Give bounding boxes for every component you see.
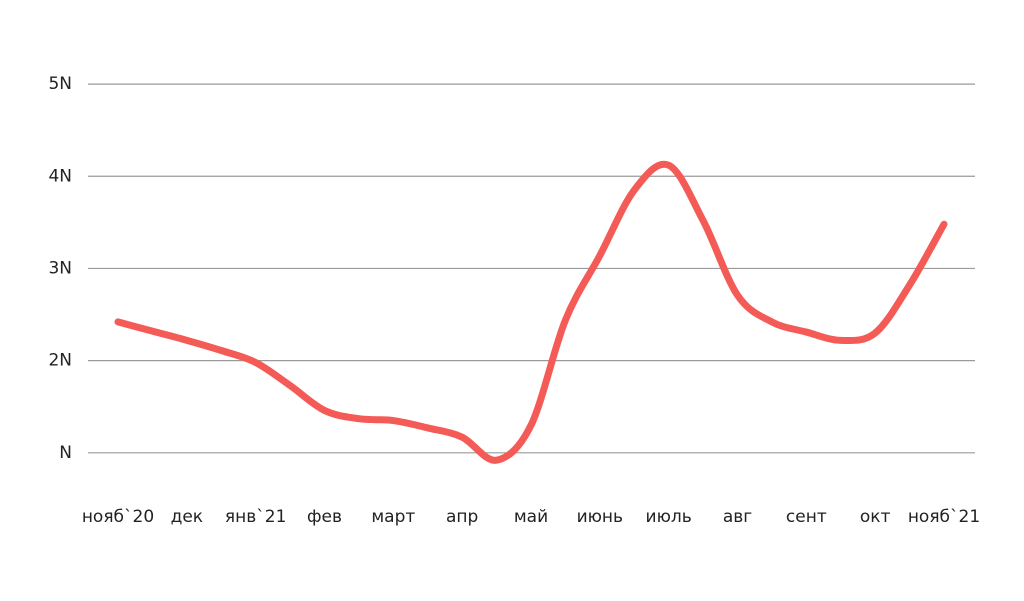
y-tick-label: 3N <box>48 258 72 278</box>
x-tick-label: май <box>514 507 548 527</box>
x-tick-label: нояб`20 <box>82 507 154 527</box>
x-tick-label: март <box>371 507 415 527</box>
x-tick-label: дек <box>171 507 203 527</box>
x-tick-label: окт <box>860 507 891 527</box>
y-tick-label: N <box>59 443 72 463</box>
x-tick-label: фев <box>307 507 342 527</box>
x-tick-label: июль <box>646 507 692 527</box>
x-tick-label: апр <box>446 507 478 527</box>
y-tick-label: 4N <box>48 166 72 186</box>
x-tick-label: нояб`21 <box>908 507 980 527</box>
y-tick-label: 2N <box>48 351 72 371</box>
y-tick-label: 5N <box>48 74 72 94</box>
x-tick-label: авг <box>723 507 752 527</box>
line <box>114 160 948 464</box>
x-tick-label: июнь <box>577 507 624 527</box>
x-tick-label: сент <box>786 507 827 527</box>
x-tick-label: янв`21 <box>225 507 287 527</box>
